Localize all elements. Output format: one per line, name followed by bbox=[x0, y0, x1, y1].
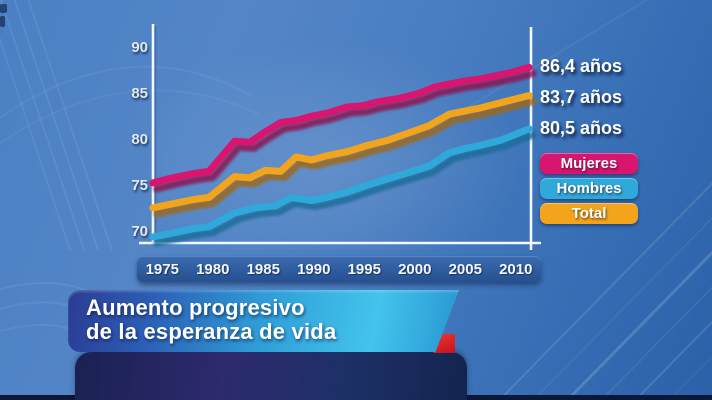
legend-label-hombres: Hombres bbox=[556, 180, 622, 197]
edge-artifact bbox=[0, 4, 7, 13]
background-streak bbox=[27, 0, 113, 251]
value-label-mujeres: 86,4 años bbox=[540, 56, 623, 76]
edge-artifact bbox=[0, 16, 5, 27]
background-streak bbox=[429, 0, 649, 131]
background-streak bbox=[0, 36, 71, 251]
background-streak bbox=[532, 217, 712, 400]
headline-banner: Aumento progresivo de la esperanza de vi… bbox=[68, 290, 459, 352]
legend-label-mujeres: Mujeres bbox=[560, 155, 618, 172]
series-shadow-hombres bbox=[153, 131, 537, 247]
legend-label-total: Total bbox=[571, 205, 607, 222]
background-streak bbox=[668, 355, 712, 400]
background-contour bbox=[0, 89, 261, 145]
background-streak bbox=[0, 0, 85, 251]
series-shadows bbox=[153, 69, 537, 247]
background-streak bbox=[600, 286, 712, 400]
y-tick-85: 85 bbox=[131, 85, 148, 102]
y-tick-90: 90 bbox=[131, 39, 148, 56]
x-tick-2000: 2000 bbox=[398, 260, 432, 278]
x-tick-1985: 1985 bbox=[246, 260, 280, 278]
x-tick-2010: 2010 bbox=[499, 260, 533, 278]
x-tick-1980: 1980 bbox=[196, 260, 230, 278]
value-label-total: 83,7 años bbox=[540, 87, 623, 107]
background-streak bbox=[634, 320, 712, 400]
legend-pill-total: Total bbox=[540, 203, 638, 224]
x-axis-year-bar: 1975 1980 1985 1990 1995 2000 2005 2010 bbox=[137, 256, 541, 282]
headline-line-2: de la esperanza de vida bbox=[86, 319, 337, 344]
background-contour bbox=[0, 65, 251, 120]
series-shadow-total bbox=[153, 98, 537, 218]
background-streak bbox=[498, 182, 712, 400]
y-tick-80: 80 bbox=[131, 131, 148, 148]
background-streak bbox=[13, 0, 99, 251]
series-line-hombres bbox=[149, 125, 533, 241]
lower-third-body bbox=[75, 352, 467, 400]
x-tick-1990: 1990 bbox=[297, 260, 331, 278]
y-tick-70: 70 bbox=[131, 223, 148, 240]
x-tick-1995: 1995 bbox=[347, 260, 381, 278]
background-streak bbox=[565, 250, 712, 400]
series-line-mujeres bbox=[149, 63, 533, 187]
legend-pill-hombres: Hombres bbox=[540, 178, 638, 199]
y-tick-75: 75 bbox=[131, 177, 148, 194]
value-label-hombres: 80,5 años bbox=[540, 118, 623, 138]
x-tick-2005: 2005 bbox=[448, 260, 482, 278]
plot-area-glow bbox=[150, 30, 540, 250]
series-line-total bbox=[149, 92, 533, 212]
series-shadow-mujeres bbox=[153, 69, 537, 193]
headline-line-1: Aumento progresivo bbox=[86, 295, 305, 320]
legend-pill-mujeres: Mujeres bbox=[540, 153, 638, 174]
series-lines bbox=[149, 63, 533, 241]
x-tick-1975: 1975 bbox=[145, 260, 179, 278]
